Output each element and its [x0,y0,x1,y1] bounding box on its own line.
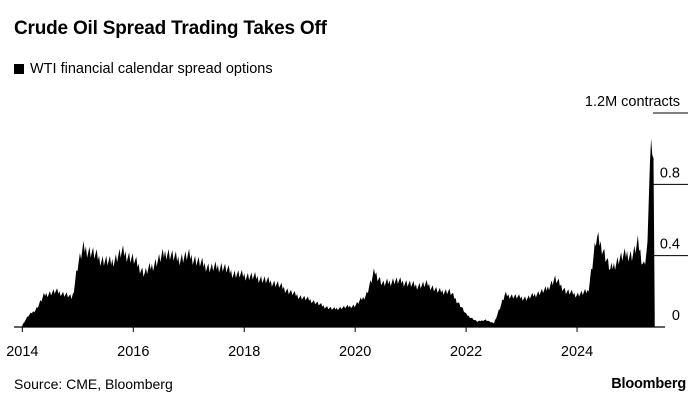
legend-label: WTI financial calendar spread options [30,61,273,77]
plot-area: 0 0.4 0.8 1.2M contracts 2014 2016 2018 2020 202… [6,94,688,360]
y-tick-label: 1.2M contracts [585,94,680,110]
source-note: Source: CME, Bloomberg [14,376,173,392]
x-tick-label: 2024 [561,344,593,360]
legend-swatch [14,64,24,74]
y-tick-label: 0.4 [660,237,680,253]
y-tick-label: 0 [672,308,680,324]
x-tick-label: 2016 [117,344,149,360]
bloomberg-logo: Bloomberg [611,376,686,392]
x-tick-label: 2020 [339,344,371,360]
series-area-wti-spread-options [22,138,655,327]
chart-title: Crude Oil Spread Trading Takes Off [14,18,327,39]
y-tick-label: 0.8 [660,165,680,181]
legend: WTI financial calendar spread options [14,61,273,77]
x-tick-label: 2018 [228,344,260,360]
x-tick-label: 2014 [6,344,38,360]
x-tick-label: 2022 [450,344,482,360]
